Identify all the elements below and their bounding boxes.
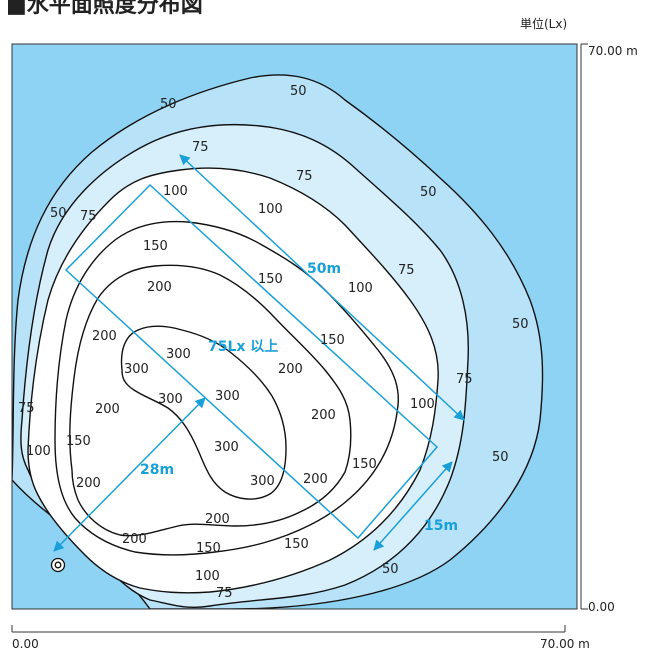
contour-label: 200 <box>122 532 147 547</box>
contour-label: 200 <box>303 472 328 487</box>
contour-label: 100 <box>258 202 283 217</box>
unit-label: 単位(Lx) <box>520 16 567 31</box>
contour-label: 300 <box>215 389 240 404</box>
contour-label: 100 <box>410 397 435 412</box>
dimension-15m-arrow <box>373 461 453 551</box>
contour-label: 50 <box>512 317 529 332</box>
y-axis-bottom-label: 0.00 <box>588 600 615 614</box>
contour-label: 75 <box>216 586 233 601</box>
x-axis-right-label: 70.00 m <box>540 637 590 651</box>
contour-label: 50 <box>420 185 437 200</box>
contour-label: 50 <box>290 84 307 99</box>
contour-label: 150 <box>66 434 91 449</box>
contour-label: 200 <box>147 280 172 295</box>
x-axis: 0.00 70.00 m <box>11 625 590 651</box>
contour-label: 100 <box>195 569 220 584</box>
contour-label: 75 <box>398 263 415 278</box>
contour-label: 75 <box>296 169 313 184</box>
contour-label: 75 <box>18 401 35 416</box>
area-75lx-label: 75Lx 以上 <box>208 339 278 355</box>
contour-label: 75 <box>192 140 209 155</box>
contour-label: 200 <box>92 329 117 344</box>
contour-label: 300 <box>158 392 183 407</box>
contour-label: 150 <box>320 333 345 348</box>
contour-label: 200 <box>76 476 101 491</box>
y-axis-top-label: 70.00 m <box>588 44 638 58</box>
contour-label: 50 <box>160 97 177 112</box>
length-50m-label: 50m <box>307 261 341 277</box>
contour-label: 75 <box>456 372 473 387</box>
contour-label: 200 <box>311 408 336 423</box>
contour-label: 200 <box>278 362 303 377</box>
contour-labels: 50 50 50 50 50 50 50 75 75 75 75 75 75 7… <box>18 84 529 601</box>
diagram-title: ■水平面照度分布図 <box>6 0 203 18</box>
dist-28m-label: 28m <box>140 462 174 478</box>
contour-label: 300 <box>250 474 275 489</box>
contour-label: 200 <box>95 402 120 417</box>
contour-label: 200 <box>205 512 230 527</box>
dimension-28m-arrow <box>53 397 206 552</box>
contour-label: 150 <box>352 457 377 472</box>
contour-label: 150 <box>284 537 309 552</box>
contour-label: 300 <box>124 362 149 377</box>
contour-label: 150 <box>143 239 168 254</box>
contour-label: 75 <box>80 209 97 224</box>
dimension-50m-arrow <box>179 154 465 421</box>
contour-label: 50 <box>382 562 399 577</box>
contour-label: 50 <box>50 206 67 221</box>
y-axis: 70.00 m 0.00 <box>580 43 638 614</box>
contour-label: 100 <box>163 184 188 199</box>
plot-frame <box>11 43 578 610</box>
contour-label: 150 <box>258 272 283 287</box>
contour-label: 100 <box>26 444 51 459</box>
contour-label: 300 <box>214 440 239 455</box>
contour-label: 150 <box>196 541 221 556</box>
contour-label: 100 <box>348 281 373 296</box>
width-15m-label: 15m <box>424 518 458 534</box>
contour-label: 300 <box>166 347 191 362</box>
contour-label: 50 <box>492 450 509 465</box>
x-axis-left-label: 0.00 <box>12 637 39 651</box>
light-pole-icon <box>50 557 66 573</box>
